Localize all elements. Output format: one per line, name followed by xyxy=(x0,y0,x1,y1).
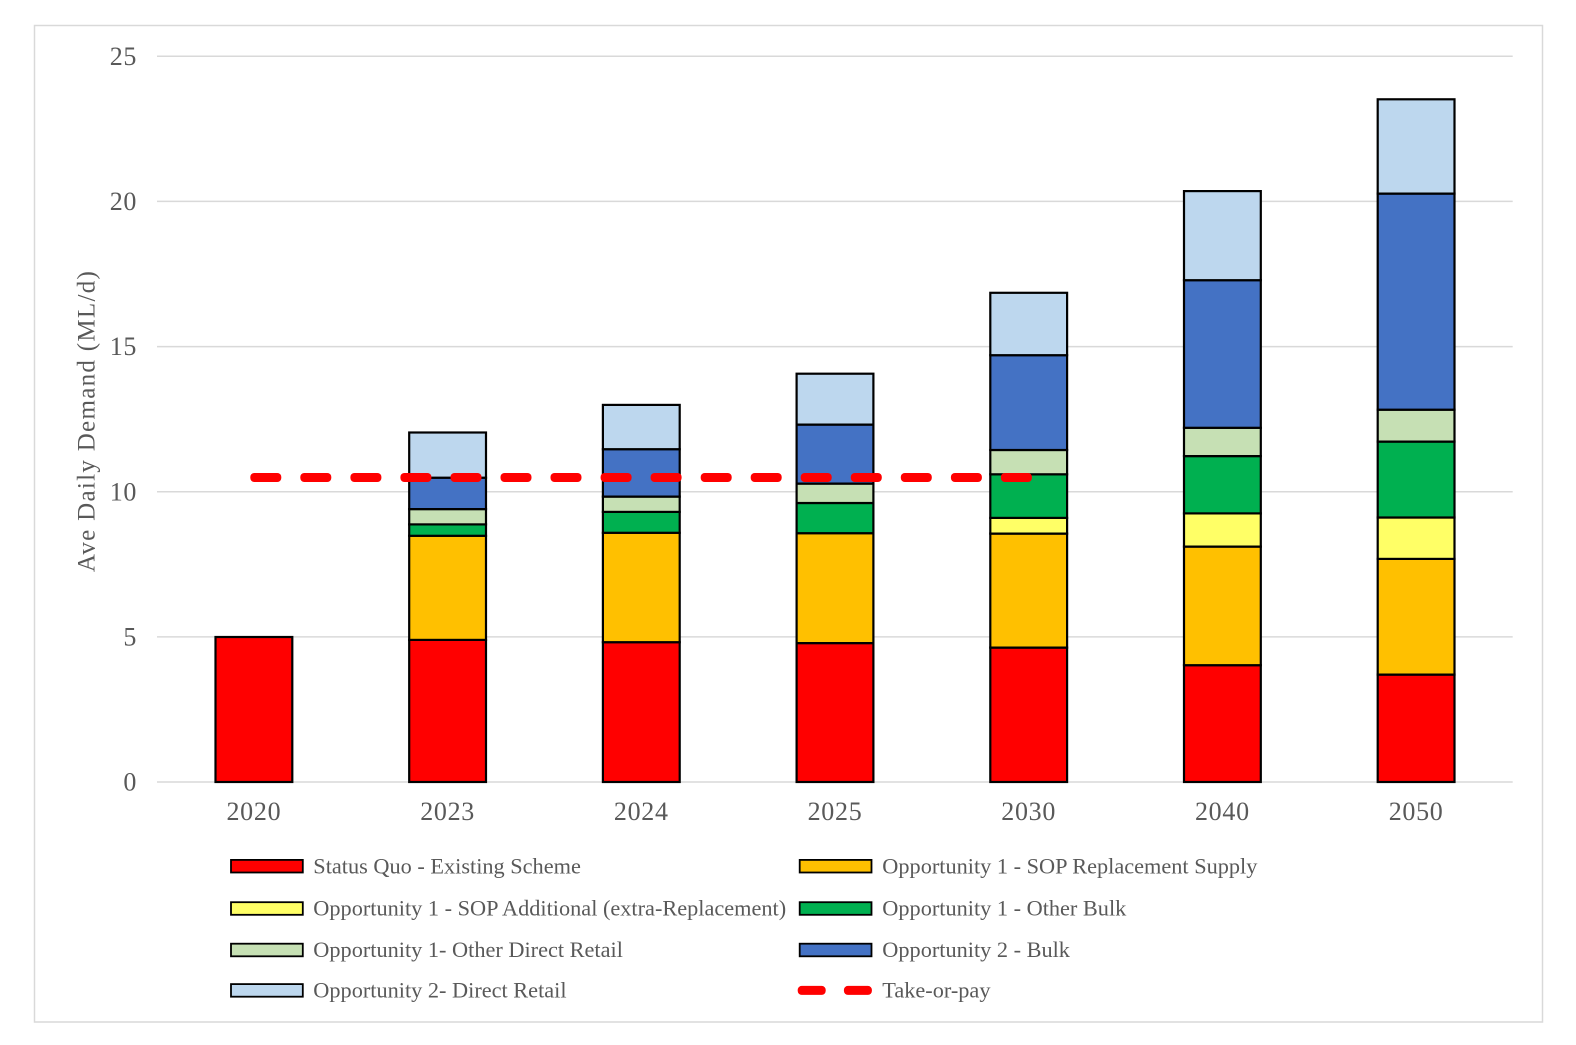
svg-text:Opportunity 2- Direct Retail: Opportunity 2- Direct Retail xyxy=(313,978,566,1003)
svg-text:Opportunity 2 - Bulk: Opportunity 2 - Bulk xyxy=(882,937,1071,962)
svg-text:2050: 2050 xyxy=(1389,797,1444,826)
svg-text:2040: 2040 xyxy=(1195,797,1250,826)
svg-text:Opportunity 1 - SOP Replacemen: Opportunity 1 - SOP Replacement Supply xyxy=(882,853,1258,878)
svg-text:Opportunity 1- Other Direct Re: Opportunity 1- Other Direct Retail xyxy=(313,937,623,962)
svg-text:Status Quo - Existing Scheme: Status Quo - Existing Scheme xyxy=(313,853,581,878)
svg-text:5: 5 xyxy=(123,623,137,652)
svg-text:20: 20 xyxy=(110,187,137,216)
svg-text:2030: 2030 xyxy=(1001,797,1056,826)
svg-text:2024: 2024 xyxy=(614,797,669,826)
svg-text:2023: 2023 xyxy=(420,797,475,826)
svg-text:25: 25 xyxy=(110,42,137,71)
svg-text:Opportunity 1 - SOP Additional: Opportunity 1 - SOP Additional (extra-Re… xyxy=(313,896,786,921)
svg-text:10: 10 xyxy=(110,477,137,506)
svg-text:2025: 2025 xyxy=(808,797,863,826)
svg-text:15: 15 xyxy=(110,332,137,361)
svg-text:Opportunity 1 - Other Bulk: Opportunity 1 - Other Bulk xyxy=(882,896,1127,921)
svg-text:0: 0 xyxy=(123,768,137,797)
svg-text:Take-or-pay: Take-or-pay xyxy=(882,978,991,1003)
svg-text:2020: 2020 xyxy=(226,797,281,826)
svg-text:Ave Daily Demand (ML/d): Ave Daily Demand (ML/d) xyxy=(74,270,101,572)
